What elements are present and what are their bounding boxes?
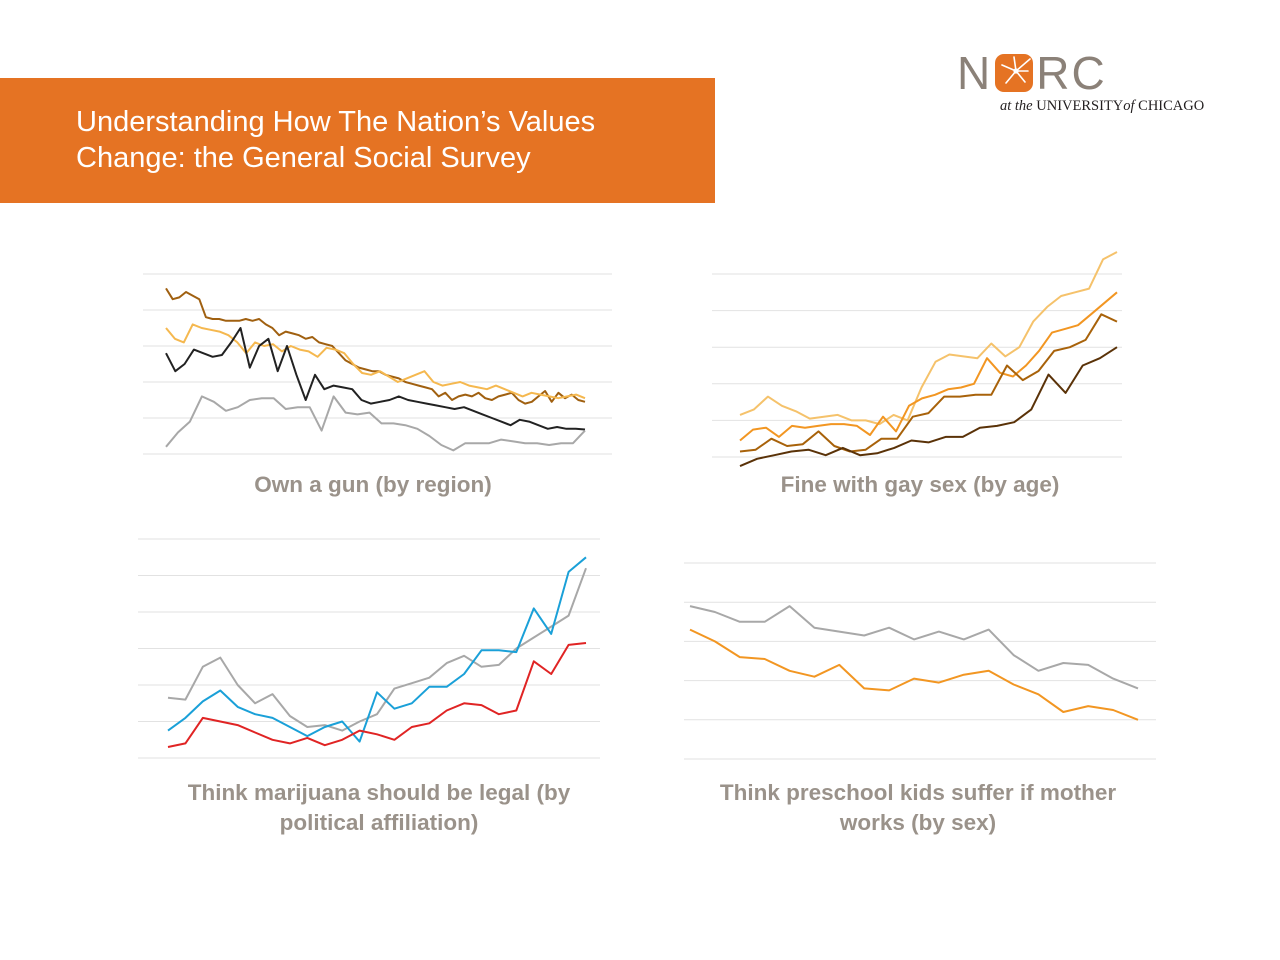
marijuana-legal-chart bbox=[138, 538, 600, 759]
starburst-icon bbox=[995, 54, 1034, 92]
norc-logo: N RC at the UNIVERSITYof CHICAGO bbox=[955, 50, 1225, 120]
page-title-line-1: Understanding How The Nation’s Values bbox=[76, 106, 596, 138]
series-line-1 bbox=[739, 291, 1118, 442]
series-line-1 bbox=[689, 628, 1139, 721]
chart-title-gun: Own a gun (by region) bbox=[254, 472, 492, 497]
gun-ownership-chart bbox=[143, 273, 612, 455]
series-line-3 bbox=[739, 346, 1118, 468]
series-line-2 bbox=[167, 642, 587, 748]
page-title-line-2: Change: the General Social Survey bbox=[76, 142, 531, 174]
preschool-suffer-chart bbox=[684, 562, 1156, 760]
series-line-1 bbox=[165, 323, 586, 400]
series-line-1 bbox=[167, 556, 587, 743]
title-banner bbox=[0, 78, 715, 203]
gay-sex-acceptance-chart bbox=[712, 251, 1122, 468]
series-line-3 bbox=[165, 395, 586, 452]
series-line-0 bbox=[165, 287, 586, 405]
logo-wordmark: N RC bbox=[957, 47, 1107, 99]
logo-subtitle: at the UNIVERSITYof CHICAGO bbox=[1000, 98, 1205, 114]
series-line-0 bbox=[689, 605, 1139, 690]
chart-title-preschool: Think preschool kids suffer if mother wo… bbox=[719, 780, 1117, 835]
chart-title-gay-sex: Fine with gay sex (by age) bbox=[780, 472, 1060, 497]
page-title: Understanding How The Nation’s Values Ch… bbox=[76, 104, 696, 176]
series-line-2 bbox=[739, 313, 1118, 453]
chart-title-marijuana: Think marijuana should be legal (by poli… bbox=[187, 780, 571, 835]
series-line-2 bbox=[165, 327, 586, 431]
series-line-0 bbox=[167, 567, 587, 732]
series-line-0 bbox=[739, 251, 1118, 426]
